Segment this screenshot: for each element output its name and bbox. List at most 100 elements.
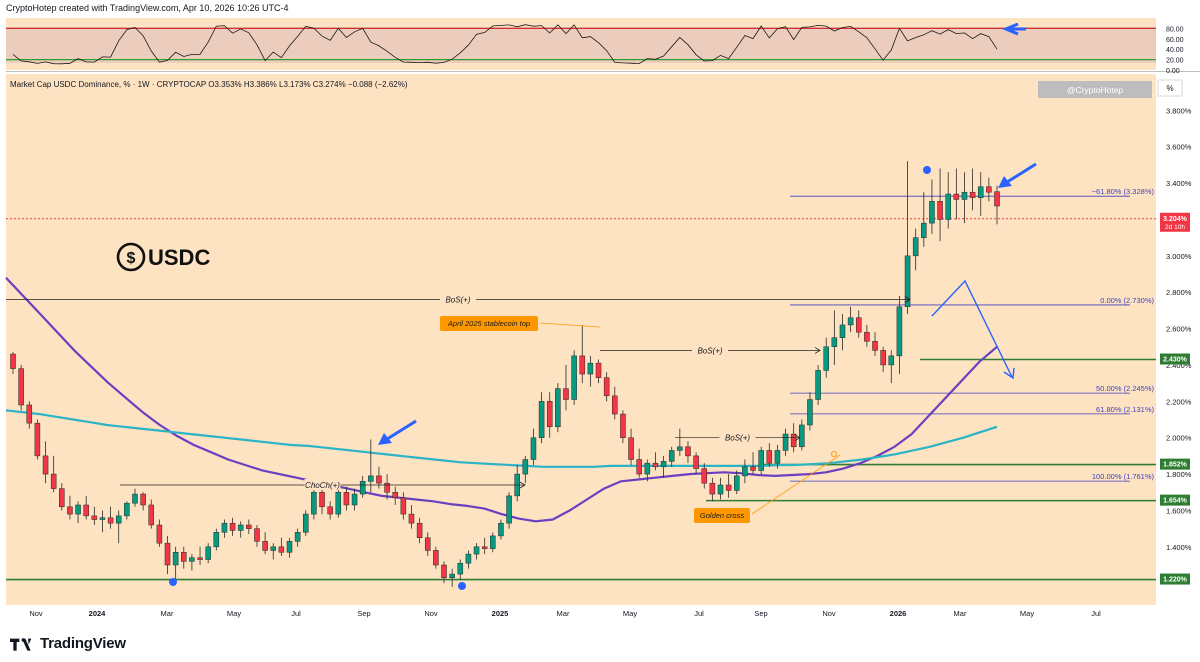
candle-body bbox=[237, 524, 244, 531]
y-tick-label: 2.200% bbox=[1166, 397, 1192, 406]
x-tick-label: 2025 bbox=[492, 609, 509, 618]
footer: TradingView bbox=[0, 626, 1200, 662]
x-tick-label: May bbox=[227, 609, 241, 618]
structure-label-bg bbox=[692, 344, 728, 356]
price-tag-label: 1.654% bbox=[1163, 498, 1188, 505]
candle-body bbox=[197, 557, 203, 560]
candle-body bbox=[59, 488, 65, 508]
projection-arrow-icon bbox=[1003, 367, 1015, 380]
oscillator-level-label: 60.00 bbox=[1166, 37, 1184, 44]
chart-canvas[interactable]: 80.00 60.00 40.00 20.00 0.00 3.800% 3.600% 3.40… bbox=[0, 14, 1200, 626]
candle-body bbox=[620, 413, 626, 438]
candle-body bbox=[921, 222, 927, 238]
candle-body bbox=[896, 306, 903, 357]
candle-body bbox=[709, 482, 716, 495]
candle-body bbox=[107, 517, 114, 524]
structure-label: BoS(+) bbox=[697, 346, 722, 355]
x-tick-label: Sep bbox=[357, 609, 370, 618]
oscillator-line bbox=[12, 24, 998, 65]
tradingview-brand: TradingView bbox=[40, 635, 126, 652]
price-tag-label: 2.430% bbox=[1163, 357, 1188, 364]
candle-body bbox=[262, 541, 268, 551]
tradingview-logo-icon bbox=[10, 637, 32, 651]
candle-body bbox=[994, 191, 1000, 207]
x-tick-label: Sep bbox=[754, 609, 767, 618]
price-tag bbox=[1160, 458, 1190, 470]
watermark-box bbox=[1038, 81, 1152, 98]
candle-body bbox=[424, 537, 431, 551]
candle-body bbox=[807, 399, 813, 426]
candle-body bbox=[839, 324, 846, 338]
candle-body bbox=[490, 535, 496, 549]
fib-level-label: 100.00% (1.761%) bbox=[1092, 472, 1155, 481]
candle-body bbox=[782, 433, 789, 451]
candle-body bbox=[254, 528, 260, 542]
structure-label-bg bbox=[304, 478, 341, 490]
candle-body bbox=[725, 484, 732, 491]
pivot-dot bbox=[923, 166, 931, 174]
oscillator-level-label: 40.00 bbox=[1166, 47, 1184, 54]
y-tick-label: 3.800% bbox=[1166, 106, 1192, 115]
price-tag bbox=[1160, 494, 1190, 506]
candle-body bbox=[335, 492, 342, 515]
candle-body bbox=[888, 355, 895, 366]
candle-body bbox=[636, 459, 642, 475]
price-scale bbox=[1156, 18, 1200, 605]
oscillator-band bbox=[6, 27, 1156, 63]
candle-body bbox=[823, 346, 829, 371]
candle-body bbox=[701, 468, 708, 484]
candle-body bbox=[522, 459, 529, 475]
candle-body bbox=[717, 484, 724, 495]
candle-body bbox=[83, 504, 89, 517]
candle-body bbox=[376, 475, 382, 484]
candle-body bbox=[538, 401, 545, 438]
x-tick-label: Mar bbox=[161, 609, 174, 618]
price-tag bbox=[1160, 573, 1190, 585]
structure-arrow-icon bbox=[814, 347, 821, 354]
annotation-box bbox=[694, 508, 750, 523]
structure-label: BoS(+) bbox=[725, 434, 750, 443]
chart-attribution: CryptoHotep created with TradingView.com… bbox=[6, 3, 289, 13]
x-tick-label: Nov bbox=[822, 609, 836, 618]
candle-body bbox=[530, 437, 537, 460]
oscillator-level-label: 20.00 bbox=[1166, 58, 1184, 65]
tradingview-logo[interactable]: TradingView bbox=[10, 635, 126, 652]
oscillator-level-label: 80.00 bbox=[1166, 26, 1184, 33]
candle-body bbox=[733, 475, 740, 491]
candle-body bbox=[595, 362, 602, 378]
candle-body bbox=[864, 331, 870, 342]
structure-label-bg bbox=[440, 293, 476, 305]
x-tick-label: Jul bbox=[1091, 609, 1101, 618]
structure-label: BoS(+) bbox=[445, 295, 470, 304]
candle-body bbox=[343, 492, 350, 506]
candle-body bbox=[172, 552, 179, 566]
candle-body bbox=[815, 370, 821, 400]
golden-cross-marker bbox=[831, 451, 837, 457]
x-tick-label: Jul bbox=[694, 609, 704, 618]
candle-body bbox=[831, 337, 838, 348]
candle-body bbox=[546, 401, 553, 428]
candle-body bbox=[10, 353, 16, 369]
oscillator-level-label: 0.00 bbox=[1166, 68, 1180, 75]
x-tick-label: Mar bbox=[954, 609, 967, 618]
candle-body bbox=[18, 368, 24, 406]
structure-arrow-icon bbox=[904, 296, 911, 303]
candle-body bbox=[961, 191, 968, 200]
y-tick-label: 2.800% bbox=[1166, 288, 1192, 297]
candle-body bbox=[498, 522, 504, 537]
annotation-connector bbox=[539, 322, 601, 328]
candle-body bbox=[563, 388, 569, 400]
callout-arrow-icon bbox=[998, 176, 1012, 188]
candle-body bbox=[481, 546, 488, 549]
usdc-logo-icon bbox=[116, 242, 146, 272]
y-tick-label: 2.000% bbox=[1166, 434, 1192, 443]
candle-body bbox=[904, 255, 911, 308]
y-tick-label: 2.400% bbox=[1166, 361, 1192, 370]
candle-body bbox=[872, 341, 878, 351]
candle-body bbox=[742, 466, 748, 477]
candle-body bbox=[555, 388, 561, 428]
candle-body bbox=[441, 564, 447, 578]
annotation-connector bbox=[751, 454, 841, 515]
candle-body bbox=[847, 317, 854, 326]
candle-body bbox=[156, 524, 163, 544]
